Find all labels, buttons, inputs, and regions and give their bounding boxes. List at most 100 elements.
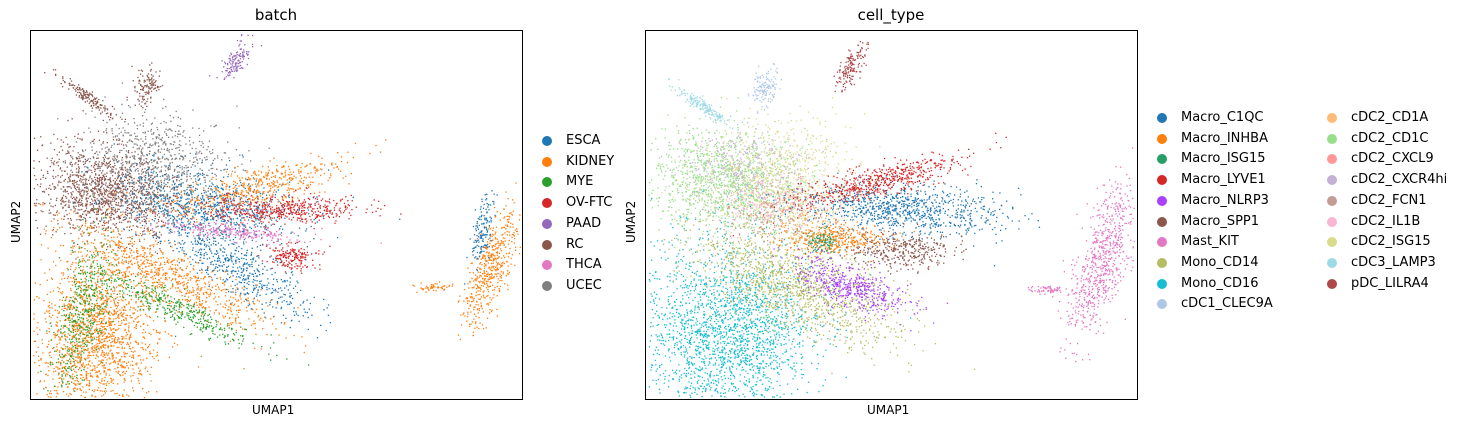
scatter-point [196, 153, 198, 155]
scatter-point [161, 175, 164, 177]
scatter-point [150, 169, 152, 171]
scatter-point [166, 148, 169, 150]
scatter-point [90, 347, 93, 349]
scatter-point [198, 204, 200, 206]
scatter-point [124, 218, 127, 220]
scatter-point [172, 199, 174, 201]
scatter-point [159, 189, 161, 191]
scatter-point [245, 278, 247, 280]
scatter-point [71, 337, 74, 339]
scatter-point [144, 80, 146, 82]
scatter-point [164, 208, 166, 210]
scatter-point [100, 321, 103, 323]
scatter-point [216, 277, 218, 280]
scatter-point [137, 98, 139, 101]
scatter-point [82, 333, 84, 335]
scatter-point [73, 368, 75, 370]
scatter-point [169, 203, 171, 206]
scatter-point [194, 161, 196, 163]
scatter-point [176, 247, 178, 250]
scatter-point [91, 182, 93, 184]
scatter-point [313, 238, 315, 240]
scatter-point [124, 175, 126, 178]
scatter-point [132, 368, 134, 370]
scatter-point [235, 242, 237, 244]
scatter-point [99, 209, 101, 211]
scatter-point [91, 395, 93, 397]
scatter-point [103, 107, 105, 109]
scatter-point [136, 225, 138, 227]
scatter-point [173, 216, 175, 218]
scatter-point [145, 222, 148, 225]
scatter-point [201, 201, 203, 203]
scatter-point [210, 153, 212, 155]
scatter-point [66, 214, 68, 216]
scatter-point [96, 203, 98, 205]
scatter-point [262, 213, 264, 215]
scatter-point [90, 227, 92, 229]
scatter-point [128, 395, 130, 397]
scatter-point [138, 177, 141, 180]
scatter-point [67, 119, 69, 122]
scatter-point [111, 335, 113, 338]
scatter-point [195, 147, 197, 150]
scatter-point [178, 251, 180, 253]
scatter-point [87, 212, 89, 214]
scatter-point [131, 177, 133, 179]
scatter-point [155, 206, 157, 208]
scatter-point [58, 312, 60, 314]
scatter-point [190, 166, 192, 168]
scatter-point [57, 312, 59, 315]
scatter-point [226, 266, 228, 268]
scatter-point [104, 356, 106, 359]
scatter-point [91, 178, 93, 180]
scatter-point [146, 182, 148, 184]
scatter-point [131, 155, 134, 157]
scatter-point [94, 196, 96, 199]
scatter-point [313, 296, 315, 299]
scatter-point [154, 183, 157, 185]
scatter-point [80, 352, 82, 354]
scatter-point [183, 259, 185, 262]
scatter-point [176, 175, 178, 177]
scatter-point [203, 248, 205, 250]
scatter-point [242, 54, 245, 57]
scatter-point [97, 296, 99, 298]
scatter-point [77, 137, 79, 139]
scatter-point [79, 326, 81, 328]
scatter-point [208, 241, 210, 244]
scatter-point [84, 217, 86, 220]
scatter-point [150, 171, 152, 173]
scatter-point [124, 212, 126, 214]
scatter-point [74, 380, 76, 382]
scatter-point [105, 129, 107, 132]
scatter-point [101, 104, 103, 106]
scatter-point [161, 137, 163, 139]
scatter-point [146, 357, 148, 359]
scatter-point [107, 194, 109, 196]
scatter-point [80, 251, 82, 253]
scatter-point [141, 85, 143, 88]
scatter-point [71, 171, 73, 173]
scatter-point [68, 221, 70, 224]
scatter-point [84, 221, 87, 223]
scatter-point [96, 107, 98, 109]
scatter-point [85, 197, 87, 199]
scatter-point [120, 131, 122, 133]
scatter-point [178, 183, 180, 186]
scatter-point [244, 170, 246, 172]
scatter-point [110, 227, 112, 229]
scatter-point [255, 192, 257, 194]
scatter-point [50, 396, 52, 398]
scatter-point [123, 216, 125, 218]
scatter-point [305, 259, 307, 261]
scatter-point [61, 201, 63, 203]
scatter-point [79, 160, 81, 162]
scatter-point [73, 85, 76, 87]
scatter-point [61, 170, 63, 172]
scatter-point [265, 210, 267, 212]
scatter-point [248, 283, 250, 286]
scatter-point [252, 257, 255, 259]
scatter-point [243, 274, 245, 276]
scatter-point [54, 186, 56, 188]
